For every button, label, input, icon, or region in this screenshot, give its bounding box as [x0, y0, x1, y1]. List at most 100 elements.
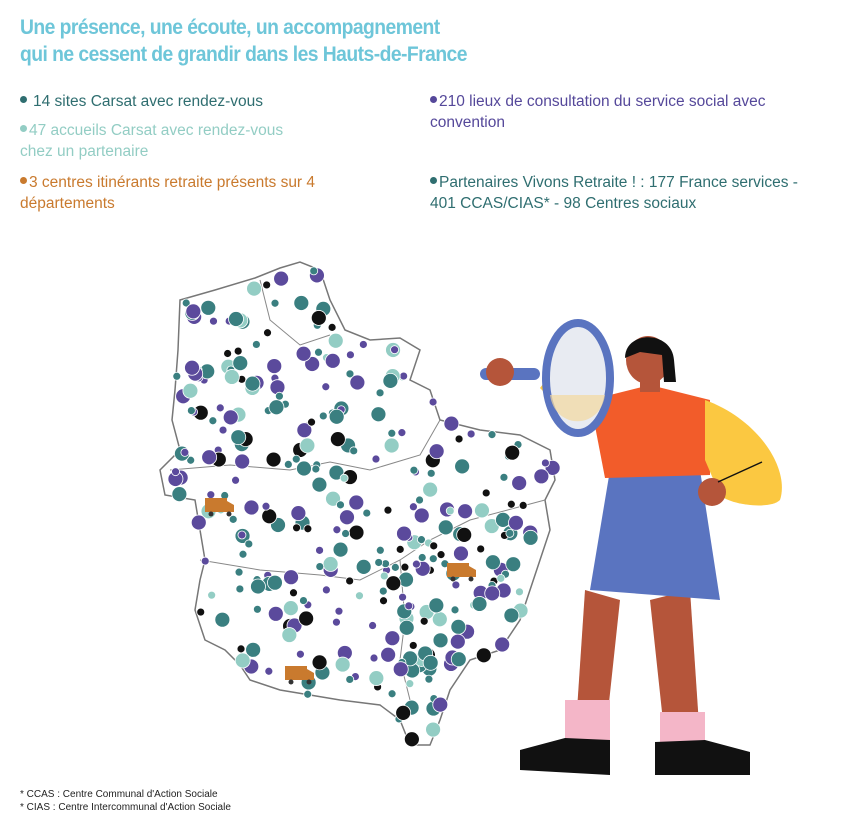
marker-social — [533, 468, 550, 485]
marker-carsat-site — [261, 508, 278, 525]
marker-partner — [487, 430, 497, 440]
marker-carsat-site — [385, 575, 402, 592]
marker-social — [384, 630, 401, 647]
marker-accueil — [322, 556, 339, 572]
marker-partner — [181, 298, 191, 308]
marker-partner — [299, 596, 308, 605]
marker-carsat-site — [236, 644, 246, 654]
marker-carsat-site — [263, 328, 272, 338]
marker-social — [209, 316, 218, 326]
marker-partner — [432, 632, 449, 649]
marker-social — [449, 633, 466, 650]
legend-dot — [430, 96, 437, 104]
marker-social — [201, 449, 218, 466]
marker-partner — [374, 558, 384, 567]
legend-dot — [20, 125, 27, 133]
marker-partner — [311, 464, 321, 474]
marker-partner — [415, 495, 424, 505]
marker-social — [541, 458, 550, 468]
marker-social — [396, 525, 412, 542]
marker-carsat-site — [400, 562, 410, 572]
marker-social — [231, 475, 240, 485]
marker-accueil — [281, 627, 298, 643]
marker-social — [443, 415, 460, 432]
marker-partner — [186, 455, 196, 465]
marker-partner — [378, 586, 388, 596]
marker-social — [508, 514, 524, 531]
marker-carsat-site — [233, 346, 243, 356]
marker-accueil — [368, 670, 385, 687]
marker-carsat-site — [298, 610, 315, 627]
marker-social — [171, 467, 180, 477]
marker-carsat-site — [518, 501, 528, 510]
marker-social — [237, 530, 247, 540]
marker-social — [484, 585, 501, 602]
marker-social — [368, 621, 377, 630]
marker-social — [315, 545, 324, 555]
marker-accueil — [299, 437, 316, 454]
marker-partner — [375, 388, 385, 398]
marker-carsat-site — [436, 550, 446, 560]
marker-accueil — [234, 652, 251, 669]
marker-partner — [267, 574, 283, 591]
marker-partner — [375, 545, 385, 555]
marker-carsat-site — [223, 349, 233, 358]
marker-carsat-site — [408, 641, 418, 650]
marker-carsat-site — [419, 616, 429, 626]
marker-partner — [309, 266, 319, 276]
legend-partners: Partenaires Vivons Retraite ! : 177 Fran… — [430, 174, 798, 212]
marker-carsat-site — [403, 731, 420, 748]
marker-partner — [362, 508, 372, 518]
legend-carsat-sites: 14 sites Carsat avec rendez-vous — [20, 91, 340, 112]
marker-partner — [387, 428, 397, 438]
marker-partner — [387, 689, 397, 699]
marker-social — [346, 350, 355, 360]
marker-partner — [409, 465, 419, 475]
marker-social — [332, 525, 342, 535]
marker-partner — [234, 567, 244, 577]
marker-social — [451, 580, 461, 590]
marker-partner — [499, 472, 509, 482]
marker-partner — [270, 298, 280, 308]
marker-social — [261, 501, 271, 511]
marker-partner — [428, 597, 445, 614]
marker-social — [339, 509, 355, 526]
legend-accueils: 47 accueils Carsat avec rendez-vous chez… — [20, 122, 284, 160]
marker-partner — [315, 562, 325, 571]
marker-carsat-site — [429, 541, 439, 551]
marker-carsat-site — [504, 444, 521, 461]
marker-carsat-site — [311, 654, 328, 671]
marker-partner — [424, 674, 434, 684]
marker-partner — [332, 541, 349, 558]
marker-carsat-site — [196, 607, 206, 617]
marker-accueil — [207, 590, 217, 600]
marker-partner — [228, 311, 244, 327]
marker-partner — [450, 618, 467, 635]
marker-social — [273, 270, 290, 287]
marker-accueil — [515, 587, 524, 597]
marker-carsat-site — [395, 704, 412, 721]
marker-carsat-site — [327, 322, 337, 332]
marker-social — [428, 443, 445, 460]
marker-partner — [245, 641, 262, 658]
marker-social — [358, 340, 368, 349]
marker-social — [399, 371, 409, 381]
legend-dot — [20, 96, 27, 104]
marker-social — [295, 649, 305, 659]
marker-partner — [485, 554, 501, 571]
marker-partner — [230, 429, 247, 446]
marker-partner — [311, 476, 328, 493]
marker-carsat-site — [292, 523, 301, 533]
marker-accueil — [474, 502, 490, 519]
marker-social — [380, 646, 397, 663]
marker-social — [321, 585, 331, 595]
marker-social — [296, 422, 313, 439]
marker-accueil — [445, 506, 455, 516]
marker-partner — [336, 500, 345, 510]
van-icon — [285, 666, 314, 685]
marker-accueil — [425, 721, 441, 738]
marker-social — [411, 559, 421, 569]
marker-accueil — [379, 571, 389, 581]
marker-social — [428, 397, 438, 407]
